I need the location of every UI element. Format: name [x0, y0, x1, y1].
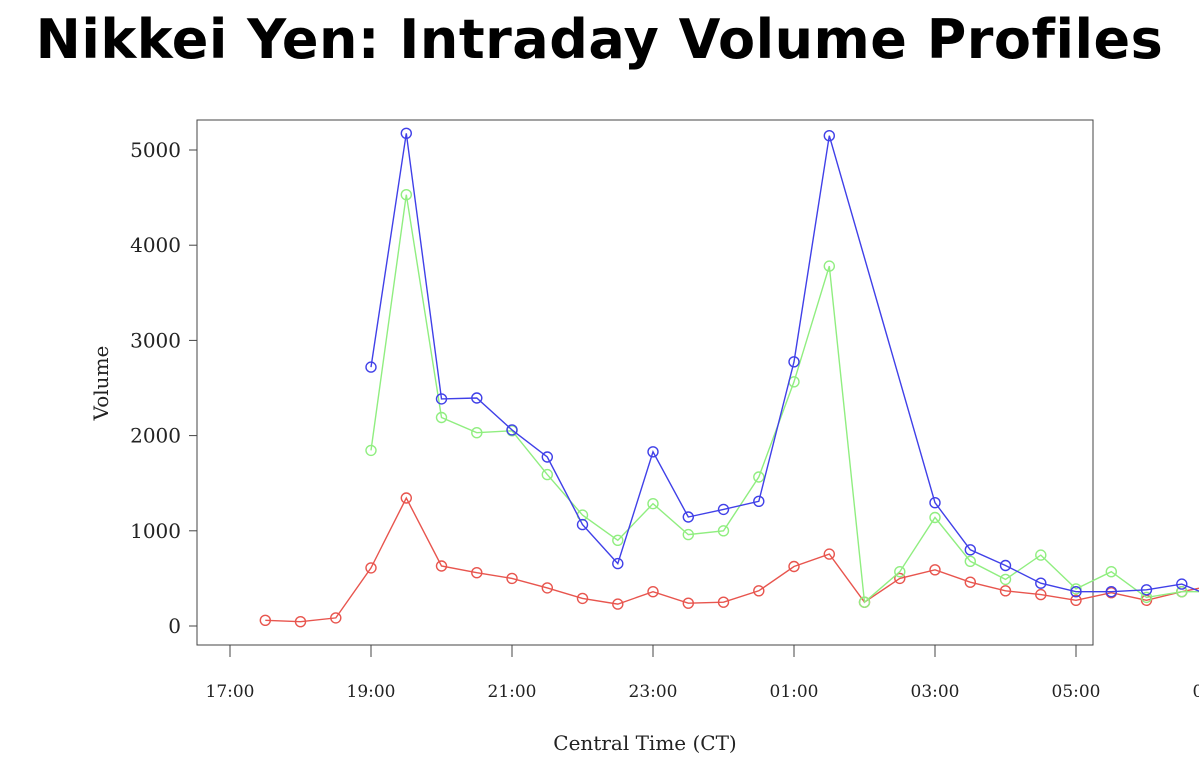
x-tick-label: 21:00: [488, 682, 537, 702]
y-tick-label: 4000: [130, 233, 181, 257]
series-2: [365, 188, 1199, 608]
data-point: [894, 572, 906, 585]
x-tick-label: 03:00: [911, 682, 960, 702]
data-point: [435, 393, 448, 405]
series-1: [259, 492, 1199, 628]
data-point: [858, 596, 871, 608]
data-point: [964, 544, 976, 556]
data-point: [929, 497, 941, 509]
data-point: [717, 525, 730, 537]
plot-frame: [196, 119, 1094, 646]
data-point: [576, 518, 589, 531]
y-axis: 0 1000 2000 3000 4000 5000: [130, 138, 197, 638]
data-point: [1105, 566, 1118, 578]
data-point: [999, 573, 1012, 586]
data-point: [1070, 583, 1082, 595]
y-tick-label: 3000: [130, 328, 181, 352]
data-point: [788, 356, 800, 368]
y-axis-label: Volume: [89, 346, 113, 422]
data-point: [647, 446, 659, 458]
data-point: [612, 534, 624, 546]
y-tick-label: 1000: [130, 519, 181, 543]
data-point: [823, 129, 835, 142]
x-tick-label: 05:00: [1052, 682, 1101, 702]
data-point: [929, 564, 941, 576]
data-point: [823, 548, 835, 560]
x-axis: 17:00 19:00 21:00 23:00 01:00 03:00 05:00 07:00…: [206, 645, 1199, 702]
data-point: [964, 555, 976, 567]
data-point: [1105, 586, 1118, 598]
data-point: [647, 498, 659, 510]
data-point: [541, 468, 553, 481]
data-point: [1070, 586, 1082, 598]
data-point: [753, 585, 765, 597]
data-point: [823, 260, 835, 272]
x-tick-label: 23:00: [629, 682, 678, 702]
data-point: [294, 616, 307, 628]
data-point: [753, 495, 765, 507]
data-point: [259, 614, 271, 626]
data-point: [612, 598, 624, 610]
data-point: [612, 557, 624, 570]
data-point: [506, 424, 518, 436]
data-point: [365, 562, 377, 574]
data-point: [647, 586, 659, 598]
data-point: [1140, 591, 1153, 604]
data-point: [1176, 586, 1188, 598]
chart-title: Nikkei Yen: Intraday Volume Profiles: [35, 8, 1164, 71]
data-point: [1035, 549, 1047, 561]
data-point: [471, 392, 483, 404]
series-line: [370, 194, 1199, 604]
data-point: [682, 511, 694, 523]
data-point: [1140, 584, 1153, 596]
data-point: [400, 188, 412, 201]
data-point: [717, 503, 730, 516]
data-point: [999, 559, 1012, 572]
data-point: [330, 612, 342, 624]
x-axis-label: Central Time (CT): [553, 731, 736, 755]
series-line: [265, 496, 1199, 623]
data-point: [471, 427, 483, 439]
data-point: [929, 511, 941, 524]
data-point: [1035, 588, 1047, 601]
series-layer: [259, 127, 1199, 628]
x-tick-label: 17:00: [206, 682, 255, 702]
x-tick-label: 07:00: [1193, 682, 1199, 702]
data-point: [682, 528, 694, 541]
x-tick-label: 19:00: [347, 682, 396, 702]
data-point: [435, 411, 448, 424]
y-tick-label: 2000: [130, 424, 181, 448]
data-point: [788, 560, 800, 573]
data-point: [435, 560, 448, 572]
data-point: [753, 471, 765, 483]
data-point: [1070, 594, 1082, 606]
series-line: [370, 133, 1199, 593]
data-point: [1176, 578, 1188, 590]
data-point: [471, 567, 483, 579]
data-point: [964, 576, 976, 588]
data-point: [365, 361, 377, 373]
y-tick-label: 5000: [130, 138, 181, 162]
x-tick-label: 01:00: [770, 682, 819, 702]
data-point: [1035, 577, 1047, 589]
data-point: [541, 582, 553, 594]
data-point: [717, 596, 730, 608]
data-point: [400, 492, 412, 504]
series-3: [365, 127, 1199, 598]
data-point: [365, 444, 377, 457]
y-tick-label: 0: [168, 614, 181, 638]
data-point: [999, 585, 1012, 597]
data-point: [894, 566, 906, 578]
data-point: [541, 451, 553, 463]
data-point: [576, 592, 589, 605]
data-point: [400, 127, 412, 140]
data-point: [506, 572, 518, 585]
data-point: [682, 597, 694, 609]
